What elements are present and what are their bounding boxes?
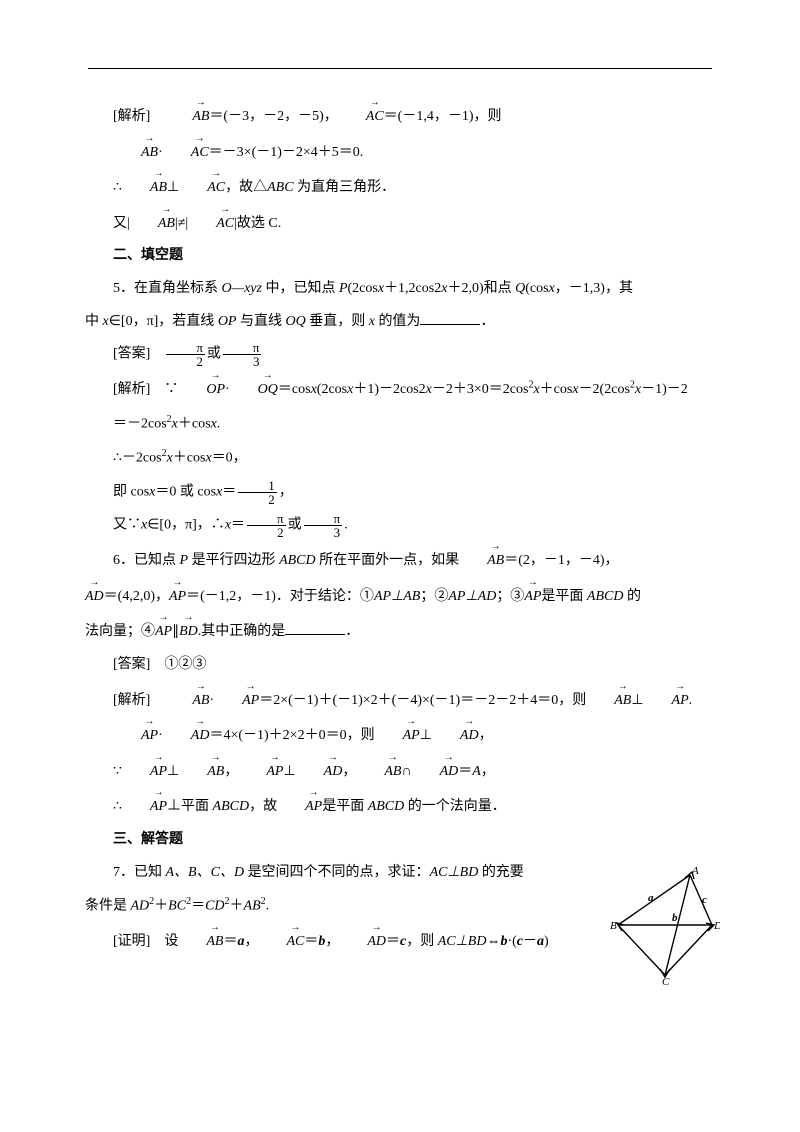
- vector-AP: AP: [169, 581, 186, 611]
- vector-AD: AD: [85, 581, 104, 611]
- analysis-5-line3: ∴－2cos2x＋cosx＝0，: [85, 444, 720, 472]
- svg-text:B: B: [610, 920, 617, 932]
- vector-AP: AP: [524, 581, 541, 611]
- svg-text:C: C: [662, 976, 670, 985]
- analysis-6-line1: [解析] AB·AP＝2×(－1)＋(－1)×2＋(－4)×(－1)＝－2－2＋…: [85, 685, 720, 715]
- vector-AP: AP: [113, 720, 158, 750]
- header-rule: [88, 68, 712, 69]
- vector-AD: AD: [163, 720, 210, 750]
- analysis-4-line1: [解析] AB＝(－3，－2，－5)，AC＝(－1,4，－1)，则: [85, 101, 720, 131]
- label-answer: [答案]: [113, 347, 164, 362]
- section-fill-blank: 二、填空题: [85, 243, 720, 270]
- vector-AC: AC: [188, 208, 234, 238]
- label-analysis: [解析]: [113, 693, 164, 708]
- analysis-4-line2: AB·AC＝－3×(－1)－2×4＋5＝0.: [85, 137, 720, 167]
- vector-AP: AP: [155, 616, 172, 646]
- vector-OQ: OQ: [230, 374, 278, 404]
- vector-AC: AC: [338, 101, 384, 131]
- vector-AD: AD: [339, 926, 386, 956]
- label-analysis: [解析]: [113, 109, 164, 124]
- vector-AD: AD: [296, 756, 343, 786]
- vector-AP: AP: [122, 791, 167, 821]
- vector-AB: AB: [178, 926, 223, 956]
- frac-half: 12: [238, 479, 277, 506]
- question-5-line2: 中 x∈[0，π]，若直线 OP 与直线 OQ 垂直，则 x 的值为．: [85, 309, 720, 336]
- analysis-6-line4: ∴AP⊥平面 ABCD，故AP是平面 ABCD 的一个法向量．: [85, 791, 720, 821]
- vector-AB: AB: [356, 756, 401, 786]
- vector-AB: AB: [164, 101, 209, 131]
- vector-BD: BD: [179, 616, 198, 646]
- vector-AB: AB: [113, 137, 158, 167]
- vector-AP: AP: [238, 756, 283, 786]
- vector-AB: AB: [179, 756, 224, 786]
- vector-AP: AP: [644, 685, 689, 715]
- vector-AC: AC: [258, 926, 304, 956]
- blank-q6: [285, 620, 345, 635]
- vector-AB: AB: [459, 545, 504, 575]
- analysis-6-line2: AP·AD＝4×(－1)＋2×2＋0＝0，则AP⊥AD，: [85, 720, 720, 750]
- frac-pi-2: π2: [247, 512, 286, 539]
- vector-AP: AP: [214, 685, 259, 715]
- analysis-4-line3: ∴AB⊥AC，故△ABC 为直角三角形．: [85, 172, 720, 202]
- document-page: [解析] AB＝(－3，－2，－5)，AC＝(－1,4，－1)，则 AB·AC＝…: [0, 0, 800, 1132]
- vector-AB: AB: [130, 208, 175, 238]
- frac-pi-3: π3: [304, 512, 343, 539]
- analysis-5-line4: 即 cosx＝0 或 cosx＝12，: [85, 479, 720, 506]
- svg-text:a: a: [648, 892, 654, 904]
- answer-6: [答案] ①②③: [85, 652, 720, 679]
- vector-AC: AC: [179, 172, 225, 202]
- vector-AP: AP: [122, 756, 167, 786]
- vector-AB: AB: [586, 685, 631, 715]
- analysis-5-line2: ＝－2cos2x＋cosx.: [85, 410, 720, 438]
- label-analysis: [解析] ∵: [113, 382, 178, 397]
- vector-AD: AD: [412, 756, 459, 786]
- frac-pi-2: π2: [166, 341, 205, 368]
- label-proof: [证明] 设: [113, 934, 178, 949]
- answer-5: [答案] π2或π3: [85, 341, 720, 368]
- vector-AC: AC: [163, 137, 209, 167]
- analysis-6-line3: ∵AP⊥AB，AP⊥AD，AB∩AD＝A，: [85, 756, 720, 786]
- question-6-line3: 法向量；④AP∥BD.其中正确的是．: [85, 616, 720, 646]
- vector-AP: AP: [277, 791, 322, 821]
- vector-AP: AP: [375, 720, 420, 750]
- blank-q5: [420, 310, 480, 325]
- analysis-5-line1: [解析] ∵OP·OQ＝cosx(2cosx＋1)－2cos2x－2＋3×0＝2…: [85, 374, 720, 404]
- question-7-block: A B D C a b c 7．已知 A、B、C、D 是空间四个不同的点，求证：…: [85, 860, 720, 956]
- analysis-5-line5: 又∵x∈[0，π]，∴x＝π2或π3.: [85, 512, 720, 539]
- svg-text:A: A: [691, 865, 699, 877]
- question-5-line1: 5．在直角坐标系 O—xyz 中，已知点 P(2cosx＋1,2cos2x＋2,…: [85, 276, 720, 303]
- question-6-line1: 6．已知点 P 是平行四边形 ABCD 所在平面外一点，如果AB＝(2，－1，－…: [85, 545, 720, 575]
- svg-text:c: c: [702, 894, 707, 906]
- frac-pi-3: π3: [223, 341, 262, 368]
- question-6-line2: AD＝(4,2,0)，AP＝(－1,2，－1)．对于结论：①AP⊥AB；②AP⊥…: [85, 581, 720, 611]
- tetrahedron-diagram: A B D C a b c: [610, 865, 720, 985]
- section-solve: 三、解答题: [85, 827, 720, 854]
- svg-text:D: D: [713, 920, 720, 932]
- vector-AB: AB: [164, 685, 209, 715]
- vector-AB: AB: [122, 172, 167, 202]
- svg-text:b: b: [672, 912, 678, 924]
- vector-OP: OP: [178, 374, 225, 404]
- vector-AD: AD: [432, 720, 479, 750]
- analysis-4-line4: 又|AB|≠|AC|故选 C.: [85, 208, 720, 238]
- label-answer: [答案] ①②③: [113, 657, 206, 672]
